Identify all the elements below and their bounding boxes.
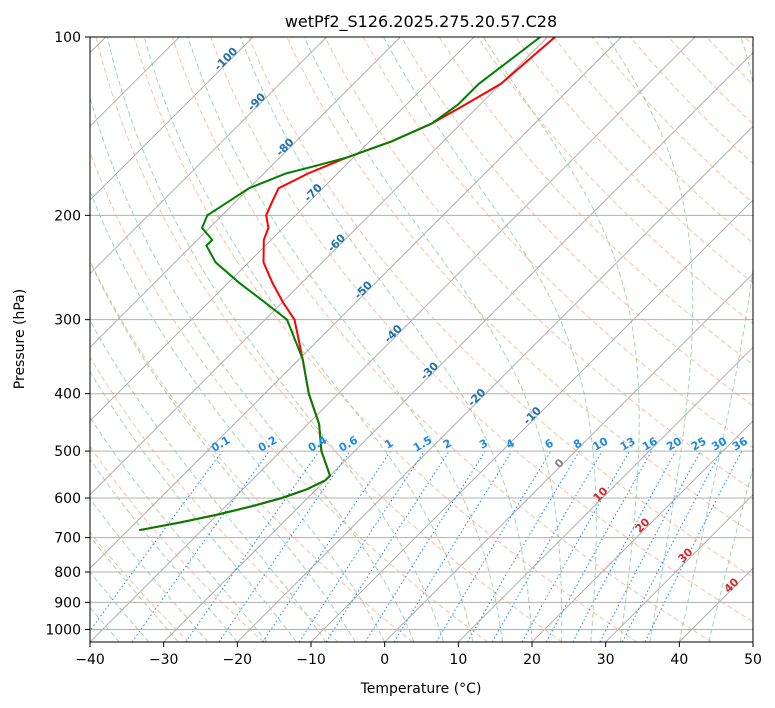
isotherm xyxy=(90,37,549,496)
isotherm xyxy=(90,37,328,275)
y-tick-label: 1000 xyxy=(45,622,81,638)
dry-adiabat xyxy=(90,259,414,642)
isotherm xyxy=(90,37,254,201)
isotherm xyxy=(90,37,401,349)
moist-adiabat-lines xyxy=(90,37,753,642)
moist-adiabat xyxy=(482,37,640,642)
x-tick-label: −10 xyxy=(296,652,326,668)
profile-series xyxy=(139,37,556,532)
mixing-ratio-line xyxy=(90,450,223,632)
y-tick-label: 400 xyxy=(54,387,81,403)
y-tick-label: 900 xyxy=(54,595,81,611)
y-tick-label: 500 xyxy=(54,444,81,460)
y-axis-ticks: 100 200 300 400 500 600 700 800 900 1000 xyxy=(45,30,90,638)
isotherm-lines xyxy=(90,37,753,642)
moist-adiabat xyxy=(607,37,694,642)
x-axis-ticks: −40 −30 −20 −10 0 10 20 30 40 50 xyxy=(75,642,762,668)
x-tick-label: 30 xyxy=(597,652,615,668)
x-tick-label: 10 xyxy=(449,652,467,668)
dry-adiabat xyxy=(95,37,563,642)
moist-adiabat xyxy=(708,466,753,642)
dry-adiabat xyxy=(438,37,753,366)
y-tick-label: 600 xyxy=(54,491,81,507)
dewpoint-profile xyxy=(139,37,541,532)
dry-adiabat xyxy=(90,531,190,642)
isotherm xyxy=(384,272,753,642)
y-tick-label: 200 xyxy=(54,208,81,224)
x-tick-label: 40 xyxy=(670,652,688,668)
isotherm xyxy=(531,420,753,642)
moist-adiabat xyxy=(90,260,356,642)
mixing-ratio-line xyxy=(262,450,392,642)
dry-adiabat xyxy=(133,37,638,642)
moist-adiabat xyxy=(239,37,533,642)
mixing-ratio-line xyxy=(325,450,450,642)
mixing-ratio-line xyxy=(393,450,513,642)
mixing-ratio-line xyxy=(185,450,320,642)
x-tick-label: −30 xyxy=(149,652,179,668)
dry-adiabat xyxy=(90,356,339,642)
mixing-ratio-line xyxy=(644,450,743,642)
isotherm xyxy=(163,51,753,642)
isotherm xyxy=(90,37,475,422)
y-axis-label: Pressure (hPa) xyxy=(12,289,28,389)
moist-adiabat xyxy=(90,189,386,642)
y-tick-label: 700 xyxy=(54,531,81,547)
dry-adiabat xyxy=(210,37,753,623)
mixing-ratio-line xyxy=(298,450,425,642)
x-tick-label: 0 xyxy=(380,652,389,668)
dry-adiabat xyxy=(90,150,488,642)
moist-adiabat xyxy=(90,458,238,642)
dry-adiabat xyxy=(515,37,753,284)
moist-adiabat xyxy=(90,416,268,642)
x-axis-label: Temperature (°C) xyxy=(360,681,482,697)
isotherm xyxy=(236,125,753,642)
moist-adiabat xyxy=(106,37,445,642)
pressure-gridlines xyxy=(90,37,753,630)
plot-frame xyxy=(89,36,754,643)
y-tick-label: 800 xyxy=(54,565,81,581)
moist-adiabat xyxy=(143,37,474,642)
x-tick-label: −40 xyxy=(75,652,105,668)
mixing-ratio-line xyxy=(545,450,653,642)
dry-adiabat xyxy=(171,37,712,642)
x-tick-label: 20 xyxy=(523,652,541,668)
mixing-ratio-line xyxy=(218,450,351,642)
isotherm xyxy=(605,493,753,642)
moist-adiabat xyxy=(678,37,753,642)
y-tick-label: 100 xyxy=(54,30,81,46)
moist-adiabat xyxy=(383,37,597,642)
moist-adiabat xyxy=(303,37,563,642)
y-tick-label: 300 xyxy=(54,313,81,329)
mixing-ratio-line xyxy=(521,450,630,642)
dry-adiabat xyxy=(248,37,753,578)
dry-adiabat-lines xyxy=(90,37,753,642)
moist-adiabat xyxy=(90,319,327,642)
dry-adiabat xyxy=(400,37,753,407)
x-tick-label: 50 xyxy=(744,652,762,668)
mixing-ratio-line xyxy=(572,450,677,642)
moist-adiabat xyxy=(187,37,503,642)
mixing-ratio-line xyxy=(131,450,270,642)
mixing-ratio-lines xyxy=(90,450,743,642)
chart-title: wetPf2_S126.2025.275.20.57.C28 xyxy=(285,12,557,32)
dry-adiabat xyxy=(90,445,264,642)
x-tick-label: −20 xyxy=(223,652,253,668)
isotherm xyxy=(90,37,696,642)
isotherm xyxy=(90,37,622,570)
